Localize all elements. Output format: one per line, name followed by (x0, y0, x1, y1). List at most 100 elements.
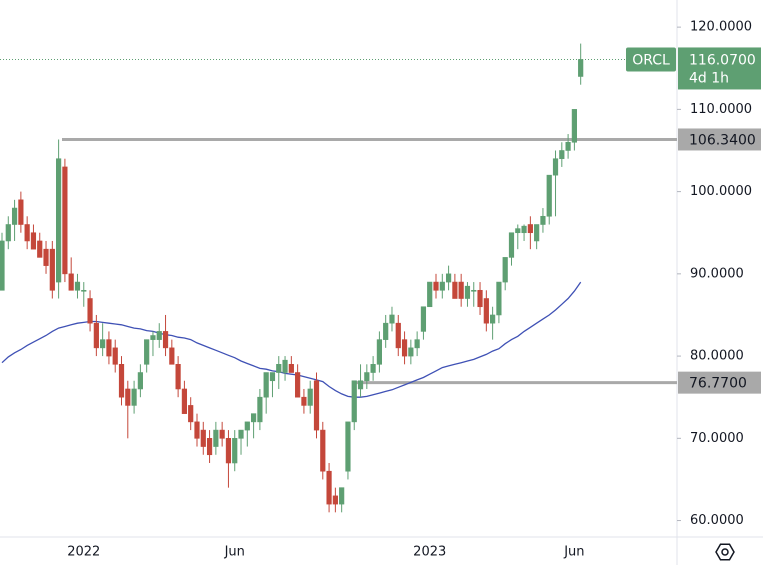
candle-body (439, 281, 445, 291)
candle-body (433, 281, 439, 291)
candle-body (320, 429, 326, 472)
y-tick-label: 60.0000 (690, 513, 744, 528)
candle-body (244, 421, 250, 431)
candle-body (251, 413, 257, 423)
moving-average (1, 281, 582, 398)
x-tick-label: Jun (224, 545, 245, 560)
candle-body (112, 347, 118, 365)
candle-body (345, 421, 351, 472)
candle-body (313, 380, 320, 431)
symbol-tag-label: ORCL (632, 52, 670, 68)
last-price-tag (678, 47, 761, 90)
candle-body (225, 438, 232, 464)
y-tick-label: 70.0000 (690, 431, 744, 446)
candle-body (383, 322, 389, 340)
y-tick-label: 120.0000 (690, 20, 752, 35)
candle-body (93, 322, 99, 349)
candle-body (238, 429, 244, 439)
candle-body (100, 339, 106, 349)
candle-body (332, 495, 338, 505)
candle-body (508, 232, 515, 258)
y-tick-label: 80.0000 (690, 349, 744, 364)
candle-body (11, 207, 18, 225)
candle-body (357, 380, 364, 390)
candle-body (181, 388, 188, 414)
countdown-label: 4d 1h (689, 70, 729, 86)
x-tick-label: 2022 (67, 545, 100, 560)
y-tick-label: 100.0000 (690, 184, 752, 199)
candle-body (445, 273, 452, 283)
candle-body (527, 224, 533, 234)
candle-body (62, 166, 68, 275)
level-tag-label: 76.7700 (689, 376, 747, 392)
candle-body (87, 298, 93, 324)
candle-body (364, 372, 370, 382)
settings-icon[interactable] (715, 543, 735, 561)
candle-body (200, 429, 206, 447)
symbol-tag (626, 47, 676, 72)
candle-body (483, 298, 489, 324)
candle-body (24, 224, 30, 242)
candle-body (464, 285, 471, 299)
candle-body (282, 359, 288, 373)
candle-body (188, 405, 194, 423)
candle-body (106, 339, 112, 357)
candle-body (389, 314, 395, 324)
candle-body (74, 281, 81, 291)
candle-body (339, 487, 345, 505)
x-tick-label: 2023 (413, 545, 446, 560)
level-tag (678, 128, 761, 151)
candle-body (0, 240, 5, 291)
candle-body (326, 470, 332, 505)
candle-body (131, 388, 137, 406)
candle-body (477, 289, 483, 308)
candle-body (414, 339, 420, 349)
candle-body (540, 215, 546, 225)
candle-body (427, 281, 433, 308)
candle-body (395, 322, 401, 349)
candle-body (565, 141, 571, 151)
candle-body (401, 339, 408, 357)
level-tag-label: 106.3400 (689, 132, 756, 148)
candle-body (351, 380, 357, 423)
candle-body (559, 150, 565, 160)
candle-body (30, 232, 37, 250)
candle-body (18, 199, 24, 225)
candle-body (452, 281, 458, 299)
candle-body (521, 225, 527, 234)
candle-body (213, 429, 219, 447)
candle-body (288, 364, 294, 373)
candle-body (269, 372, 276, 382)
candle-body (458, 281, 464, 299)
candle-body (5, 224, 11, 242)
candle-body (81, 289, 87, 292)
candle-body (276, 364, 282, 373)
candle-body (502, 257, 508, 283)
candle-body (263, 372, 269, 398)
candle-body (156, 331, 162, 340)
candle-body (219, 429, 225, 439)
candle-body (578, 59, 584, 77)
level-tag (678, 371, 761, 394)
candle-body (552, 158, 559, 176)
candle-body (295, 372, 301, 398)
candle-body (408, 347, 414, 357)
candle-body (49, 248, 55, 291)
last-price-label: 116.0700 (689, 52, 756, 68)
candle-body (169, 347, 175, 365)
candle-body (515, 228, 521, 234)
candle-body (68, 273, 74, 291)
y-tick-label: 90.0000 (690, 266, 744, 281)
candle-body (471, 289, 477, 292)
x-tick-label: Jun (563, 545, 584, 560)
candle-body (162, 331, 169, 349)
candle-body (376, 339, 383, 365)
candle-body (206, 438, 213, 456)
candle-body (307, 388, 313, 406)
candle-body (232, 438, 238, 464)
y-tick-label: 110.0000 (690, 102, 752, 117)
candle-body (420, 306, 427, 332)
candle-body (37, 240, 43, 258)
candle-body (571, 109, 577, 143)
